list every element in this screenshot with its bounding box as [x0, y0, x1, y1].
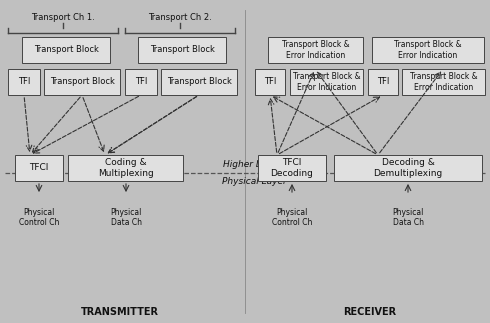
FancyBboxPatch shape	[15, 155, 63, 181]
Text: Transport Block: Transport Block	[149, 46, 215, 55]
FancyBboxPatch shape	[255, 69, 285, 95]
FancyBboxPatch shape	[138, 37, 226, 63]
Text: Physical
Control Ch: Physical Control Ch	[19, 208, 59, 227]
Text: Transport Block: Transport Block	[49, 78, 115, 87]
FancyBboxPatch shape	[368, 69, 398, 95]
Text: Higher Layers: Higher Layers	[223, 160, 286, 169]
Text: TFCI
Decoding: TFCI Decoding	[270, 158, 314, 178]
Text: TFI: TFI	[135, 78, 147, 87]
Text: TFI: TFI	[18, 78, 30, 87]
FancyBboxPatch shape	[8, 69, 40, 95]
FancyBboxPatch shape	[290, 69, 363, 95]
Text: Transport Block: Transport Block	[33, 46, 98, 55]
FancyBboxPatch shape	[258, 155, 326, 181]
FancyBboxPatch shape	[68, 155, 183, 181]
FancyBboxPatch shape	[372, 37, 484, 63]
Text: TFI: TFI	[377, 78, 389, 87]
FancyBboxPatch shape	[22, 37, 110, 63]
FancyBboxPatch shape	[402, 69, 485, 95]
FancyBboxPatch shape	[125, 69, 157, 95]
Text: Transport Block &
Error Indication: Transport Block & Error Indication	[410, 72, 477, 92]
Text: Physical
Control Ch: Physical Control Ch	[272, 208, 312, 227]
FancyBboxPatch shape	[161, 69, 237, 95]
Text: Transport Block: Transport Block	[167, 78, 231, 87]
Text: Physical Layer: Physical Layer	[222, 177, 287, 186]
Text: Transport Ch 1.: Transport Ch 1.	[31, 13, 95, 22]
Text: Transport Ch 2.: Transport Ch 2.	[148, 13, 212, 22]
Text: TFI: TFI	[264, 78, 276, 87]
Text: Coding &
Multiplexing: Coding & Multiplexing	[98, 158, 153, 178]
FancyBboxPatch shape	[334, 155, 482, 181]
FancyBboxPatch shape	[44, 69, 120, 95]
Text: TRANSMITTER: TRANSMITTER	[81, 307, 159, 317]
Text: Transport Block &
Error Indication: Transport Block & Error Indication	[282, 40, 349, 60]
Text: RECEIVER: RECEIVER	[343, 307, 396, 317]
Text: Transport Block &
Error Indication: Transport Block & Error Indication	[293, 72, 360, 92]
Text: Physical
Data Ch: Physical Data Ch	[110, 208, 142, 227]
Text: Transport Block &
Error Indication: Transport Block & Error Indication	[394, 40, 462, 60]
Text: TFCI: TFCI	[29, 163, 49, 172]
FancyBboxPatch shape	[268, 37, 363, 63]
Text: Physical
Data Ch: Physical Data Ch	[392, 208, 424, 227]
Text: Decoding &
Demultiplexing: Decoding & Demultiplexing	[373, 158, 442, 178]
